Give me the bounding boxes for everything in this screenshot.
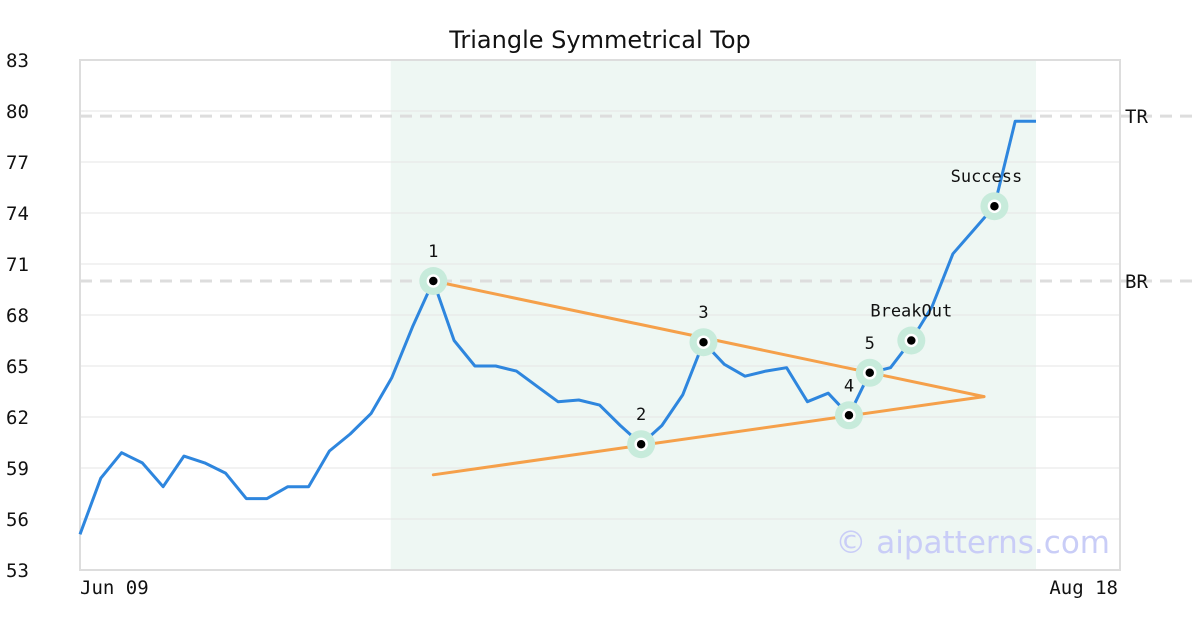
- marker-point: [842, 408, 856, 423]
- plot-frame: [79, 59, 1121, 571]
- watermark: © aipatterns.com: [835, 525, 1110, 561]
- y-tick-label: 68: [6, 305, 29, 327]
- chart-title: Triangle Symmetrical Top: [448, 26, 751, 54]
- marker-point: [987, 199, 1002, 213]
- y-tick-label: 59: [6, 458, 29, 480]
- marker-label: 1: [428, 242, 438, 262]
- marker-point: [904, 333, 919, 348]
- marker-point: [862, 366, 877, 380]
- marker-label: Success: [951, 167, 1023, 187]
- y-tick-label: 62: [6, 407, 29, 429]
- y-tick-label: 56: [6, 509, 29, 531]
- level-label-tr: TR: [1125, 106, 1148, 128]
- x-end-label: Aug 18: [1049, 577, 1118, 599]
- y-tick-label: 74: [6, 203, 29, 225]
- marker-point: [426, 274, 441, 288]
- y-tick-label: 53: [6, 560, 29, 582]
- y-tick-label: 71: [6, 254, 29, 276]
- marker-label: 5: [865, 334, 875, 354]
- x-start-label: Jun 09: [80, 577, 149, 599]
- level-label-br: BR: [1125, 271, 1148, 293]
- marker-point: [634, 437, 648, 451]
- marker-label: BreakOut: [870, 302, 952, 322]
- marker-point: [696, 335, 711, 349]
- marker-label: 3: [698, 303, 708, 323]
- marker-label: 2: [636, 405, 646, 425]
- y-tick-label: 83: [6, 50, 29, 72]
- y-tick-label: 77: [6, 152, 29, 174]
- marker-label: 4: [844, 376, 854, 396]
- trendline-lower: [431, 395, 986, 477]
- y-tick-label: 65: [6, 356, 29, 378]
- y-tick-label: 80: [6, 101, 29, 123]
